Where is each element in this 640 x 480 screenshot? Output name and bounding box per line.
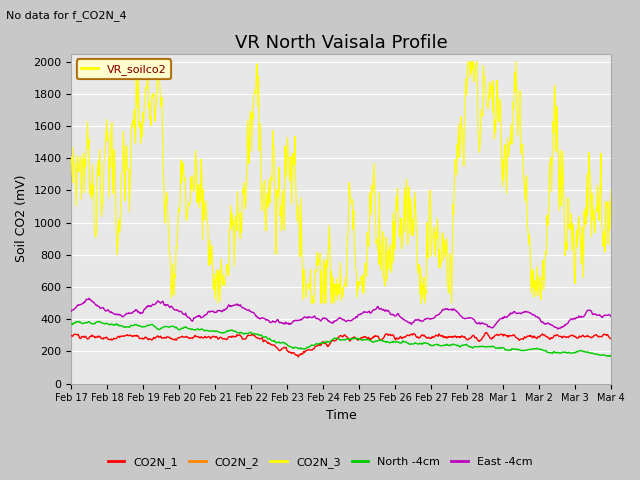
X-axis label: Time: Time bbox=[326, 409, 356, 422]
Y-axis label: Soil CO2 (mV): Soil CO2 (mV) bbox=[15, 175, 28, 263]
Legend: CO2N_1, CO2N_2, CO2N_3, North -4cm, East -4cm: CO2N_1, CO2N_2, CO2N_3, North -4cm, East… bbox=[103, 452, 537, 472]
Title: VR North Vaisala Profile: VR North Vaisala Profile bbox=[235, 34, 447, 52]
Legend: VR_soilco2: VR_soilco2 bbox=[77, 60, 171, 79]
Text: No data for f_CO2N_4: No data for f_CO2N_4 bbox=[6, 10, 127, 21]
